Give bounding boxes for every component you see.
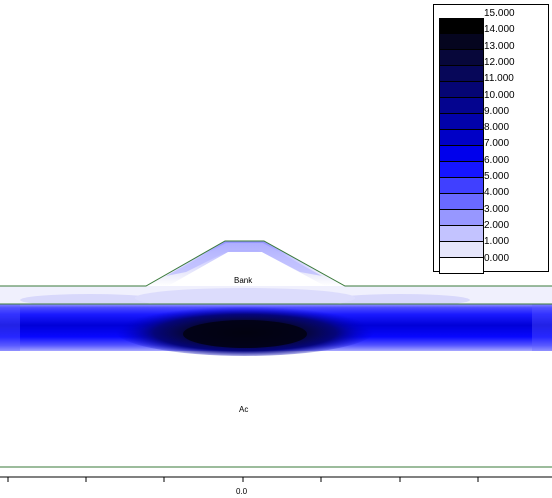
- bank-contour: [146, 241, 345, 286]
- legend-swatch: [439, 258, 484, 274]
- legend-swatch: [439, 50, 484, 66]
- layer-fade-right: [532, 304, 552, 351]
- legend-value: 14.000: [484, 24, 515, 36]
- x-tick-label-center: 0.0: [236, 487, 248, 496]
- legend-swatch: [439, 34, 484, 50]
- legend-swatch: [439, 114, 484, 130]
- legend-value: 6.000: [484, 154, 510, 166]
- legend-value: 4.000: [484, 187, 510, 199]
- legend-value: 5.000: [484, 171, 510, 182]
- legend-value: 13.000: [484, 40, 515, 52]
- bank-label: Bank: [234, 276, 253, 285]
- layer-core-dark: [183, 320, 307, 348]
- bank-boundary: [0, 240, 552, 287]
- legend-swatch: [439, 98, 484, 114]
- legend-swatch: [439, 178, 484, 194]
- legend-value: 10.000: [484, 89, 515, 101]
- legend-swatch: [439, 130, 484, 146]
- layer-label: Ac: [239, 405, 248, 414]
- contour-legend: 15.000 14.000 13.000 12.000 11.000 10.000 9.00…: [433, 4, 549, 274]
- legend-value: 0.000: [484, 252, 510, 264]
- legend-value: 15.000: [484, 8, 515, 19]
- legend-swatch: [439, 82, 484, 98]
- legend-value: 7.000: [484, 138, 510, 150]
- surface-halo-right: [330, 294, 470, 306]
- legend-value: 12.000: [484, 56, 515, 68]
- legend-swatch: [439, 210, 484, 226]
- legend-swatch: [439, 146, 484, 162]
- legend-value: 2.000: [484, 219, 510, 231]
- legend-swatch: [439, 226, 484, 242]
- x-axis-ticks: [7, 477, 479, 482]
- legend-swatch: [439, 66, 484, 82]
- legend-value: 11.000: [484, 73, 514, 85]
- legend-swatch: [439, 162, 484, 178]
- bank-shading-inner: [166, 243, 322, 276]
- legend-value: 9.000: [484, 105, 510, 117]
- legend-value: 1.000: [484, 236, 510, 248]
- legend-value: 8.000: [484, 122, 510, 134]
- surface-halo-left: [20, 294, 160, 306]
- legend-value: 3.000: [484, 203, 510, 215]
- layer-fade-left: [0, 304, 20, 351]
- legend-swatch: [439, 194, 484, 210]
- legend-swatch: [439, 18, 484, 34]
- legend-swatch: [439, 242, 484, 258]
- surface-halo-center: [135, 288, 355, 308]
